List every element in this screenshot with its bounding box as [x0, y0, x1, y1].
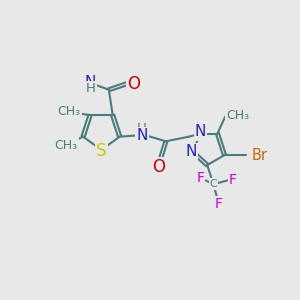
Text: CH₃: CH₃ [226, 109, 249, 122]
Text: N: N [85, 74, 96, 89]
Text: C: C [209, 179, 217, 189]
Text: O: O [127, 75, 140, 93]
Text: F: F [229, 173, 237, 188]
Text: Br: Br [251, 148, 267, 163]
Text: F: F [196, 171, 204, 185]
Text: N: N [136, 128, 148, 143]
Text: S: S [96, 142, 106, 160]
Text: O: O [152, 158, 166, 176]
Text: F: F [215, 197, 223, 211]
Text: N: N [195, 124, 206, 140]
Text: N: N [185, 144, 196, 159]
Text: H: H [137, 122, 147, 136]
Text: H: H [85, 82, 95, 95]
Text: CH₃: CH₃ [55, 139, 78, 152]
Text: CH₃: CH₃ [58, 105, 81, 118]
